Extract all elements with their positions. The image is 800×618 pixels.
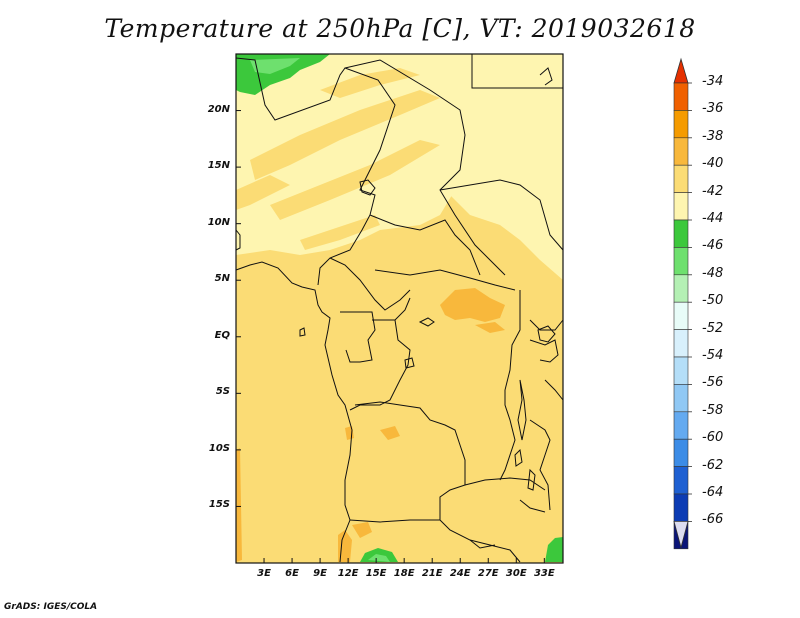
colorbar-label: -46 <box>702 238 724 254</box>
colorbar-swatch <box>673 110 689 139</box>
contour-warm-south-4 <box>352 522 372 538</box>
y-tick-label: 10N <box>207 216 230 228</box>
colorbar-label: -66 <box>702 512 724 528</box>
contour-streak-5 <box>320 68 420 98</box>
colorbar-swatch <box>673 493 689 522</box>
contour-streak-2 <box>270 140 440 220</box>
colorbar-bottom-arrow <box>673 521 689 549</box>
colorbar-swatch <box>673 466 689 495</box>
contour-warm-south-3 <box>338 530 352 562</box>
colorbar-swatch <box>673 438 689 467</box>
x-tick-label: 18E <box>393 568 415 579</box>
colorbar-label: -34 <box>702 74 724 89</box>
colorbar-label: -48 <box>702 265 724 281</box>
x-tick-label: 21E <box>421 568 443 579</box>
x-tick-label: 33E <box>533 568 555 579</box>
x-tick-label: 24E <box>449 568 471 579</box>
colorbar-top-arrow <box>673 57 689 84</box>
colorbar-swatch <box>673 301 689 330</box>
colorbar-label: -64 <box>702 485 724 500</box>
colorbar-label: -50 <box>702 293 724 309</box>
contour-warm-south-1 <box>380 426 400 440</box>
contour-warm-central <box>440 288 505 322</box>
map-frame <box>235 53 564 564</box>
x-axis-ticks <box>263 558 545 563</box>
colorbar-label: -38 <box>702 128 724 144</box>
y-tick-label: 15S <box>208 499 230 511</box>
colorbar-label: -56 <box>702 375 724 391</box>
colorbar-swatch <box>673 82 689 111</box>
contour-green-southeast <box>545 537 563 562</box>
colorbar-swatch <box>673 137 689 166</box>
colorbar-swatch <box>673 247 689 276</box>
colorbar-label: -36 <box>702 101 724 117</box>
chart-title: Temperature at 250hPa [C], VT: 201903261… <box>104 14 696 43</box>
colorbar-swatch <box>673 384 689 413</box>
colorbar-swatch <box>673 192 689 221</box>
contour-warm-west-coast <box>236 448 242 562</box>
colorbar-label: -44 <box>702 211 724 226</box>
country-borders <box>235 54 564 563</box>
y-tick-label: 20N <box>207 103 230 115</box>
colorbar-label: -62 <box>702 457 724 473</box>
colorbar <box>673 57 692 550</box>
colorbar-label: -42 <box>702 183 724 199</box>
lakes <box>517 325 556 491</box>
colorbar-swatch <box>673 411 689 440</box>
contour-streak-4 <box>300 215 380 250</box>
colorbar-label: -58 <box>702 402 724 418</box>
colorbar-label: -52 <box>702 320 724 336</box>
y-tick-label: 5S <box>215 386 230 398</box>
colorbar-swatch <box>673 329 689 358</box>
contour-green-south-light <box>368 554 390 562</box>
x-tick-label: 27E <box>477 568 499 579</box>
y-tick-label: 10S <box>208 442 230 454</box>
x-tick-label: 15E <box>365 568 387 579</box>
y-tick-label: 5N <box>214 273 230 285</box>
colorbar-label: -54 <box>702 348 724 363</box>
colorbar-swatch <box>673 274 689 303</box>
contour-warm-central-2 <box>475 322 505 333</box>
y-tick-label: EQ <box>214 329 230 341</box>
y-tick-label: 15N <box>207 160 230 172</box>
grads-credit: GrADS: IGES/COLA <box>4 602 98 612</box>
contour-pale-north-east <box>450 130 563 280</box>
colorbar-swatch <box>673 164 689 193</box>
x-tick-label: 9E <box>313 568 327 579</box>
colorbar-swatch <box>673 219 689 248</box>
x-tick-label: 30E <box>505 568 527 579</box>
y-axis-ticks <box>236 110 241 507</box>
x-tick-label: 12E <box>337 568 359 579</box>
contour-streak-3 <box>236 175 290 210</box>
x-tick-label: 3E <box>257 568 271 579</box>
colorbar-swatch <box>673 356 689 385</box>
colorbar-label: -60 <box>702 430 724 446</box>
x-tick-label: 6E <box>285 568 299 579</box>
colorbar-label: -40 <box>702 156 724 172</box>
contour-green-north-light <box>250 58 300 74</box>
